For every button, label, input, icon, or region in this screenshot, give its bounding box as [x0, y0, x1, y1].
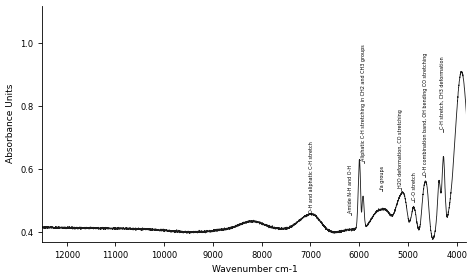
Text: C-H stretch, CH3 deformation: C-H stretch, CH3 deformation — [440, 57, 445, 129]
Text: H2O deformation, CO stretching: H2O deformation, CO stretching — [398, 109, 403, 188]
Y-axis label: Absorbance Units: Absorbance Units — [6, 84, 15, 164]
Text: O-H combination band, OH bending CO stretching: O-H combination band, OH bending CO stre… — [423, 53, 428, 175]
Text: C-O stretch: C-O stretch — [412, 172, 417, 200]
Text: fa groups: fa groups — [380, 166, 384, 189]
X-axis label: Wavenumber cm-1: Wavenumber cm-1 — [211, 265, 297, 274]
Text: Aliphatic C-H stretching in CH2 and CH3 groups: Aliphatic C-H stretching in CH2 and CH3 … — [361, 44, 366, 161]
Text: O-H and aliphatic C-H stretch: O-H and aliphatic C-H stretch — [309, 141, 314, 213]
Text: Amide N-H and O-H: Amide N-H and O-H — [348, 165, 353, 213]
